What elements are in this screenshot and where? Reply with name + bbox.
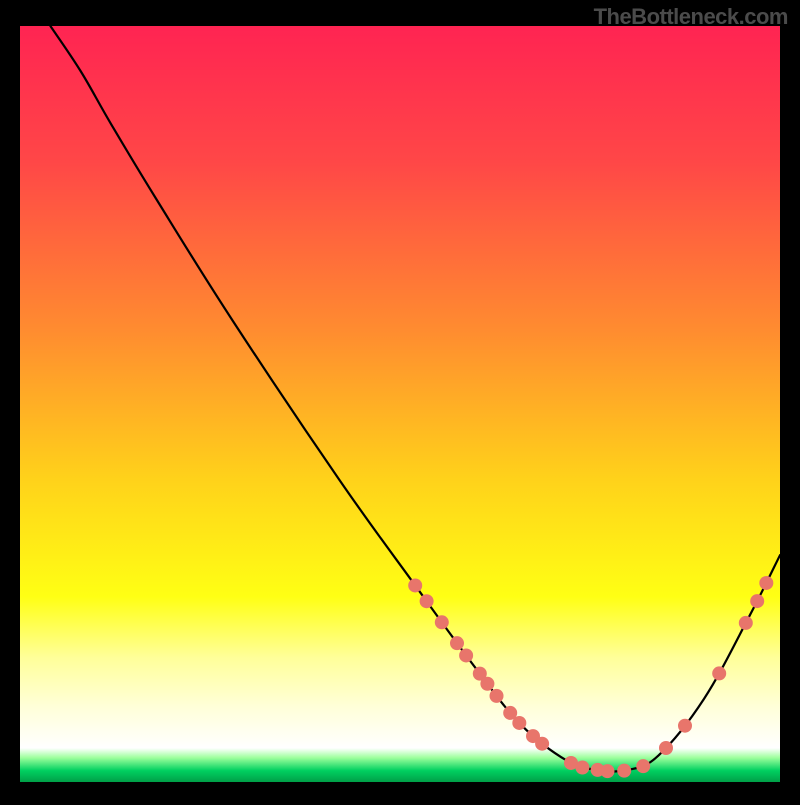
bottleneck-plot <box>0 0 800 800</box>
data-marker <box>450 636 464 650</box>
data-marker <box>636 759 650 773</box>
data-marker <box>659 741 673 755</box>
watermark-text: TheBottleneck.com <box>594 4 788 30</box>
data-marker <box>490 689 504 703</box>
data-marker <box>512 716 526 730</box>
data-marker <box>739 616 753 630</box>
data-marker <box>600 764 614 778</box>
chart-stage: TheBottleneck.com <box>0 0 800 800</box>
data-marker <box>480 677 494 691</box>
data-marker <box>678 719 692 733</box>
data-marker <box>459 648 473 662</box>
gradient-background <box>20 26 780 782</box>
data-marker <box>759 576 773 590</box>
data-marker <box>420 594 434 608</box>
data-marker <box>408 578 422 592</box>
data-marker <box>617 764 631 778</box>
data-marker <box>435 615 449 629</box>
data-marker <box>712 666 726 680</box>
data-marker <box>575 761 589 775</box>
data-marker <box>535 737 549 751</box>
data-marker <box>750 594 764 608</box>
